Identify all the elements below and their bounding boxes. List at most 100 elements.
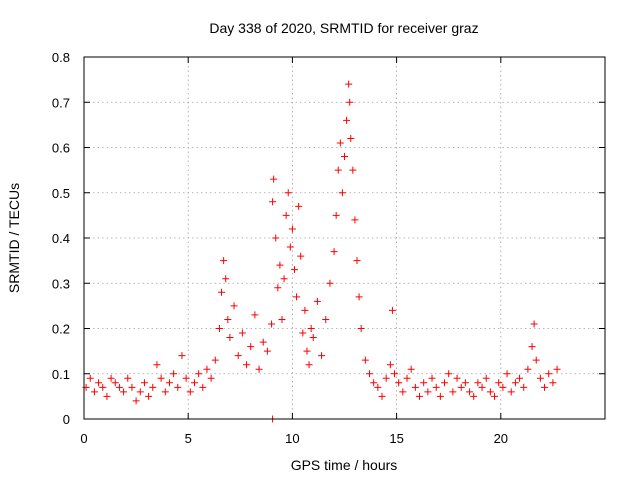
data-point: [322, 315, 330, 323]
data-point: [153, 361, 161, 369]
data-point: [470, 392, 478, 400]
data-point: [386, 361, 394, 369]
data-point: [203, 365, 211, 373]
data-point: [243, 361, 251, 369]
data-point: [282, 211, 290, 219]
data-point: [349, 166, 357, 174]
data-point: [115, 383, 123, 391]
data-point: [149, 383, 157, 391]
data-point: [251, 311, 259, 319]
data-point: [374, 383, 382, 391]
data-point: [95, 379, 103, 387]
data-point: [503, 370, 511, 378]
data-point: [532, 356, 540, 364]
data-point: [346, 98, 354, 106]
x-tick-label: 10: [285, 431, 299, 446]
data-point: [307, 325, 315, 332]
data-point: [449, 388, 457, 396]
data-point: [174, 383, 182, 391]
x-tick-label: 20: [494, 431, 508, 446]
x-tick-label: 15: [389, 431, 403, 446]
data-point: [190, 379, 198, 387]
data-point: [391, 370, 399, 378]
data-point: [99, 383, 107, 391]
data-point: [524, 365, 532, 373]
y-tick-label: 0.8: [52, 50, 70, 65]
data-point: [466, 388, 474, 396]
y-tick-label: 0.3: [52, 276, 70, 291]
data-point: [165, 379, 173, 387]
data-point: [330, 248, 338, 256]
data-point: [332, 211, 340, 219]
y-tick-label: 0.1: [52, 367, 70, 382]
data-point: [338, 189, 346, 197]
data-point: [416, 392, 424, 400]
chart-title: Day 338 of 2020, SRMTID for receiver gra…: [209, 20, 478, 36]
data-point: [199, 383, 207, 391]
data-point: [238, 329, 246, 337]
data-point: [399, 388, 407, 396]
data-point: [222, 275, 230, 283]
data-point: [220, 257, 228, 265]
data-point: [90, 388, 98, 396]
data-point: [157, 374, 165, 382]
data-point: [424, 388, 432, 396]
x-tick-label: 5: [185, 431, 192, 446]
data-point: [263, 347, 271, 355]
data-point: [284, 189, 292, 197]
data-point: [334, 166, 342, 174]
data-point: [432, 383, 440, 391]
data-point: [486, 388, 494, 396]
y-tick-label: 0.6: [52, 141, 70, 156]
data-point: [268, 320, 276, 328]
data-point: [128, 383, 136, 391]
data-point: [270, 175, 278, 183]
data-point: [343, 116, 351, 124]
data-point: [407, 365, 415, 373]
data-point: [495, 379, 503, 387]
data-point: [207, 374, 215, 382]
data-point: [326, 279, 334, 287]
data-point: [140, 379, 148, 387]
y-tick-label: 0.5: [52, 186, 70, 201]
data-point: [295, 202, 303, 210]
data-point: [161, 388, 169, 396]
data-point: [530, 320, 538, 328]
data-point: [553, 365, 561, 373]
data-point: [286, 243, 294, 251]
data-point: [313, 297, 321, 305]
y-tick-label: 0.7: [52, 95, 70, 110]
data-point: [269, 198, 277, 206]
data-point: [541, 383, 549, 391]
data-point: [290, 266, 298, 274]
data-point: [457, 383, 465, 391]
data-point: [86, 374, 94, 382]
data-point: [499, 383, 507, 391]
y-tick-label: 0: [63, 412, 70, 427]
data-point: [170, 370, 178, 378]
data-point: [511, 379, 519, 387]
data-point: [111, 379, 119, 387]
data-point: [182, 374, 190, 382]
data-point: [347, 134, 355, 142]
data-point: [341, 153, 348, 161]
data-point: [301, 306, 309, 314]
y-tick-label: 0.4: [52, 231, 70, 246]
data-point: [361, 356, 369, 364]
data-point: [224, 315, 232, 323]
data-point: [103, 392, 111, 400]
data-point: [507, 388, 515, 396]
x-axis-label: GPS time / hours: [291, 457, 398, 473]
data-point: [520, 383, 528, 391]
data-point: [357, 325, 365, 332]
y-tick-label: 0.2: [52, 322, 70, 337]
data-point: [355, 293, 363, 301]
data-point: [195, 370, 203, 378]
data-point: [230, 302, 238, 310]
data-point: [120, 388, 128, 396]
data-point: [549, 379, 557, 387]
data-point: [136, 388, 144, 396]
data-point: [545, 370, 553, 378]
data-point: [351, 216, 359, 224]
data-point: [259, 338, 267, 346]
